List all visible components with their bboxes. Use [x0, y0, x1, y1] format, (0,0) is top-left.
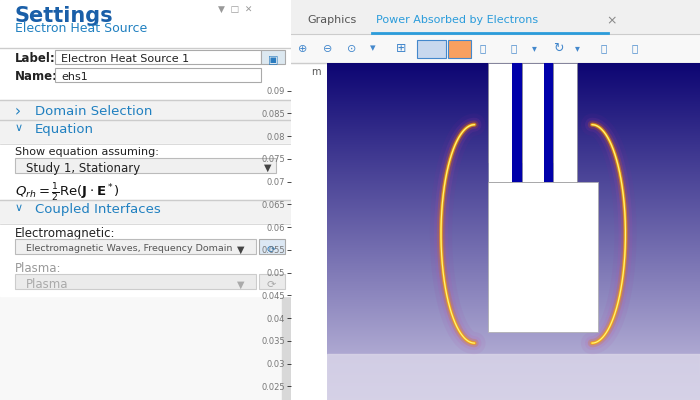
- Bar: [15, 274, 255, 289]
- Text: ›: ›: [15, 104, 20, 119]
- Bar: [512, 63, 522, 182]
- Text: Study 1, Stationary: Study 1, Stationary: [26, 162, 141, 175]
- Bar: [15, 158, 276, 173]
- Text: 📷: 📷: [601, 44, 607, 54]
- Bar: [262, 50, 285, 64]
- Bar: [258, 239, 285, 254]
- Bar: [290, 34, 700, 63]
- Bar: [0, 224, 290, 296]
- Text: Electromagnetic:: Electromagnetic:: [15, 227, 115, 240]
- Bar: [258, 274, 285, 289]
- Text: ⊖: ⊖: [323, 44, 332, 54]
- Text: Coupled Interfaces: Coupled Interfaces: [35, 203, 160, 216]
- Text: Label:: Label:: [15, 52, 55, 65]
- Bar: [290, 0, 700, 34]
- Text: Settings: Settings: [15, 6, 113, 26]
- Text: ehs1: ehs1: [61, 72, 88, 82]
- Text: ∨: ∨: [15, 203, 22, 213]
- Text: ▼  □  ✕: ▼ □ ✕: [218, 6, 252, 15]
- Text: 🖨: 🖨: [631, 44, 638, 54]
- Bar: [448, 40, 470, 58]
- Bar: [553, 63, 578, 182]
- Text: ▾: ▾: [575, 44, 580, 54]
- Bar: [553, 36, 578, 63]
- Text: ▼: ▼: [263, 163, 271, 173]
- Text: ⊙: ⊙: [347, 44, 356, 54]
- Bar: [0, 0, 290, 48]
- Bar: [0, 200, 290, 224]
- Bar: [0, 100, 290, 120]
- Text: 🔒: 🔒: [480, 44, 486, 54]
- Bar: [55, 68, 262, 82]
- Bar: [488, 36, 512, 63]
- Bar: [488, 63, 512, 182]
- Text: Plasma: Plasma: [26, 278, 69, 291]
- Text: ⟳: ⟳: [267, 245, 276, 255]
- Text: ▾: ▾: [370, 44, 375, 54]
- Text: Power Absorbed by Electrons: Power Absorbed by Electrons: [377, 15, 538, 25]
- Bar: [0, 48, 290, 100]
- Bar: [0, 120, 290, 144]
- Text: ×: ×: [606, 14, 616, 27]
- Text: ▼: ▼: [237, 245, 245, 255]
- Text: Electromagnetic Waves, Frequency Domain: Electromagnetic Waves, Frequency Domain: [26, 244, 232, 253]
- Text: Equation: Equation: [35, 123, 94, 136]
- Text: ⟳: ⟳: [267, 280, 276, 290]
- Text: Plasma:: Plasma:: [15, 262, 61, 275]
- Bar: [522, 36, 544, 63]
- Text: m: m: [312, 67, 321, 77]
- Text: Domain Selection: Domain Selection: [35, 105, 152, 118]
- Text: Name:: Name:: [15, 70, 57, 83]
- Text: Show equation assuming:: Show equation assuming:: [15, 147, 158, 157]
- Text: 🎨: 🎨: [510, 44, 517, 54]
- Bar: [328, 354, 700, 400]
- Text: Graphics: Graphics: [307, 15, 356, 25]
- Bar: [417, 40, 446, 58]
- Bar: [0, 144, 290, 200]
- Bar: [55, 50, 262, 64]
- Text: ↻: ↻: [554, 42, 564, 55]
- Bar: [544, 63, 553, 182]
- Text: Electron Heat Source: Electron Heat Source: [15, 22, 147, 35]
- Text: $Q_{rh}=\frac{1}{2}\mathrm{Re}(\mathbf{J}\cdot\mathbf{E}^*)$: $Q_{rh}=\frac{1}{2}\mathrm{Re}(\mathbf{J…: [15, 182, 120, 204]
- Text: ▣: ▣: [268, 55, 279, 65]
- Text: ▼: ▼: [237, 280, 245, 290]
- Text: ∨: ∨: [15, 123, 22, 133]
- Bar: [15, 239, 255, 254]
- Bar: [488, 182, 598, 332]
- Bar: [282, 0, 290, 400]
- Text: ⊕: ⊕: [298, 44, 307, 54]
- Bar: [522, 63, 544, 182]
- Text: Electron Heat Source 1: Electron Heat Source 1: [61, 54, 189, 64]
- Text: ⊞: ⊞: [395, 42, 406, 55]
- Bar: [488, 163, 578, 182]
- Text: ▾: ▾: [532, 44, 537, 54]
